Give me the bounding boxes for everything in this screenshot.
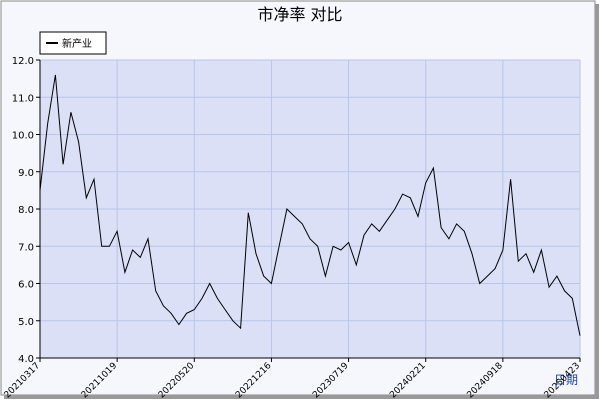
- y-tick-label: 11.0: [12, 93, 34, 104]
- y-tick-label: 7.0: [18, 242, 34, 253]
- y-tick-label: 6.0: [18, 280, 34, 291]
- x-axis-label: 日期: [554, 373, 578, 387]
- y-tick-label: 12.0: [12, 56, 34, 67]
- legend-label: 新产业: [62, 37, 92, 50]
- y-tick-label: 5.0: [18, 317, 34, 328]
- y-tick-label: 10.0: [12, 131, 34, 142]
- frame-shadow: [595, 4, 599, 398]
- y-tick-label: 9.0: [18, 168, 34, 179]
- chart-title: 市净率 对比: [257, 5, 342, 24]
- data-line: [39, 74, 581, 336]
- y-tick-label: 4.0: [18, 354, 34, 365]
- frame-shadow: [4, 395, 599, 399]
- legend: [39, 31, 107, 55]
- y-tick-label: 8.0: [18, 205, 34, 216]
